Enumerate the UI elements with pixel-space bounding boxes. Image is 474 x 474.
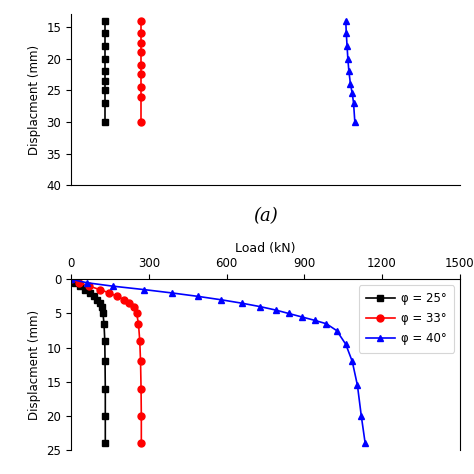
φ = 25° bbox=[94, 297, 100, 303]
φ = 40° bbox=[239, 301, 245, 306]
φ = 33° bbox=[138, 441, 144, 447]
φ = 40° bbox=[362, 441, 368, 447]
φ = 25° bbox=[102, 413, 108, 419]
φ = 25° bbox=[97, 301, 102, 306]
φ = 33° bbox=[131, 304, 137, 310]
φ = 40° bbox=[312, 318, 318, 323]
φ = 25° bbox=[91, 293, 97, 299]
φ = 33° bbox=[121, 297, 127, 303]
φ = 40° bbox=[169, 290, 175, 296]
φ = 25° bbox=[87, 290, 92, 296]
φ = 33° bbox=[76, 280, 82, 285]
φ = 33° bbox=[97, 287, 102, 292]
φ = 40° bbox=[343, 341, 348, 347]
φ = 33° bbox=[138, 386, 144, 392]
X-axis label: Load (kN): Load (kN) bbox=[235, 242, 296, 255]
φ = 40° bbox=[355, 383, 360, 388]
φ = 25° bbox=[77, 283, 83, 289]
φ = 25° bbox=[102, 441, 108, 447]
φ = 40° bbox=[299, 314, 305, 320]
φ = 40° bbox=[358, 413, 364, 419]
φ = 33° bbox=[138, 358, 144, 364]
φ = 33° bbox=[137, 338, 143, 344]
φ = 33° bbox=[134, 310, 139, 316]
φ = 40° bbox=[84, 280, 90, 285]
φ = 40° bbox=[286, 310, 292, 316]
φ = 40° bbox=[109, 283, 115, 289]
φ = 40° bbox=[334, 328, 339, 333]
Y-axis label: Displacment (mm): Displacment (mm) bbox=[28, 45, 41, 155]
φ = 25° bbox=[100, 310, 106, 316]
Legend: φ = 25°, φ = 33°, φ = 40°: φ = 25°, φ = 33°, φ = 40° bbox=[358, 285, 454, 353]
φ = 40° bbox=[195, 293, 201, 299]
φ = 25° bbox=[101, 321, 107, 327]
φ = 40° bbox=[349, 358, 355, 364]
φ = 25° bbox=[99, 304, 105, 310]
φ = 40° bbox=[219, 297, 224, 303]
Text: (a): (a) bbox=[253, 208, 278, 226]
Y-axis label: Displacment (mm): Displacment (mm) bbox=[28, 310, 41, 420]
Line: φ = 25°: φ = 25° bbox=[68, 276, 109, 447]
φ = 25° bbox=[82, 287, 88, 292]
φ = 33° bbox=[114, 293, 120, 299]
φ = 25° bbox=[102, 386, 108, 392]
φ = 33° bbox=[138, 413, 144, 419]
φ = 33° bbox=[127, 301, 132, 306]
φ = 25° bbox=[72, 280, 78, 285]
φ = 40° bbox=[323, 321, 329, 327]
φ = 33° bbox=[107, 290, 112, 296]
φ = 25° bbox=[68, 276, 74, 282]
Line: φ = 33°: φ = 33° bbox=[68, 276, 145, 447]
φ = 40° bbox=[68, 276, 74, 282]
φ = 33° bbox=[86, 283, 92, 289]
Line: φ = 40°: φ = 40° bbox=[68, 276, 369, 447]
φ = 40° bbox=[141, 287, 146, 292]
φ = 40° bbox=[257, 304, 263, 310]
φ = 33° bbox=[68, 276, 74, 282]
φ = 25° bbox=[102, 338, 108, 344]
φ = 25° bbox=[102, 358, 108, 364]
φ = 40° bbox=[273, 307, 279, 313]
φ = 33° bbox=[136, 321, 141, 327]
